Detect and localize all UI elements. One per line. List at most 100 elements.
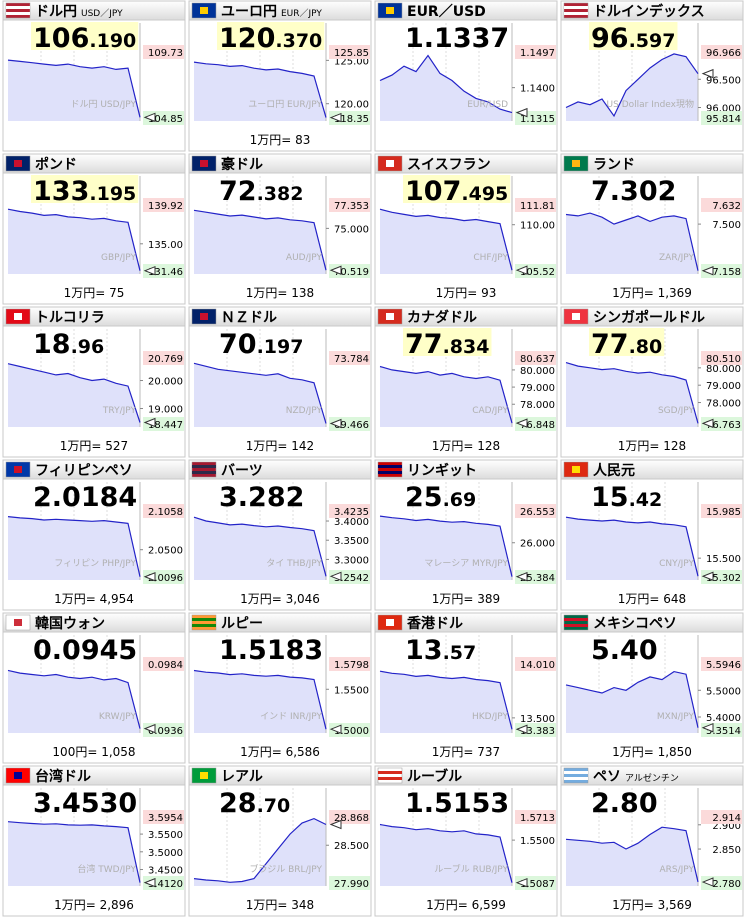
price-main: 3.4530 — [33, 788, 137, 819]
price-line — [7, 516, 141, 577]
low-label: 76.763 — [706, 420, 741, 431]
price-main: 70 — [219, 329, 257, 360]
high-label: 80.637 — [520, 354, 555, 365]
price-main: 5.40 — [591, 635, 658, 666]
high-label: 2.1058 — [148, 507, 183, 518]
currency-name: メキシコペソ — [593, 616, 677, 632]
currency-tile: ＮＺドル NZD/JPY 70.197 73.784 69.466 1万円= 142 — [188, 306, 372, 458]
high-bg — [701, 198, 742, 212]
price-area — [380, 366, 512, 427]
watermark: ARS/JPY — [659, 865, 694, 875]
currency-name: レアル — [221, 769, 263, 785]
currency-tile: ペソ アルゼンチン ARS/JPY 2.80 2.900 2.850 2.914 2.780 1… — [560, 765, 744, 917]
tile-header — [374, 612, 558, 633]
price-area — [380, 516, 512, 580]
tick-label: 13.500 — [520, 714, 555, 725]
tick-label: 2.850 — [712, 845, 741, 856]
footer: 1万円= 4,954 — [54, 592, 134, 606]
price-main: 0.0945 — [33, 635, 137, 666]
tile-header — [188, 306, 372, 327]
high-label: 1.5713 — [520, 813, 555, 824]
high-label: 5.5946 — [706, 660, 741, 671]
tick-label: 28.500 — [334, 841, 369, 852]
footer: 1万円= 1,369 — [612, 286, 692, 300]
price-fraction: .197 — [257, 336, 304, 358]
currency-tile: シンガポールドル SGD/JPY 77.80 80.000 79.000 78.000 80… — [560, 306, 744, 458]
high-bg — [515, 198, 556, 212]
tick-label: 135.00 — [148, 240, 183, 251]
currency-name: 香港ドル — [406, 615, 463, 632]
currency-tile: カナダドル CAD/JPY 77.834 80.000 79.000 78.000 80.6… — [374, 306, 558, 458]
flag-stripe — [564, 771, 588, 774]
flag — [563, 614, 589, 631]
current-marker — [515, 107, 528, 118]
tick-label: 3.4000 — [334, 517, 369, 528]
flag-emblem — [386, 313, 394, 320]
high-label: 0.0984 — [148, 660, 183, 671]
high-bg — [701, 657, 742, 671]
price-area — [194, 62, 326, 121]
high-label: 111.81 — [520, 201, 555, 212]
price-line — [379, 823, 513, 883]
price-main: 13 — [405, 635, 443, 666]
flag — [191, 461, 217, 478]
current-marker — [515, 418, 528, 428]
currency-name: EUR／USD — [407, 4, 486, 20]
price-fraction: .69 — [443, 489, 477, 511]
price-main: 18 — [33, 329, 71, 360]
tick-label: 2.900 — [712, 821, 741, 832]
tile-header — [560, 612, 744, 633]
tick-label: 3.5000 — [148, 848, 183, 859]
price-line — [193, 61, 327, 118]
high-bg — [143, 657, 184, 671]
currency-tile: トルコリラ TRY/JPY 18.96 20.000 19.000 20.769 18.44… — [2, 306, 186, 458]
tile-header — [2, 153, 186, 174]
tick-label: 20.000 — [148, 377, 183, 388]
tick-label: 2.0500 — [148, 546, 183, 557]
low-bg — [329, 876, 370, 890]
price-main: 107 — [405, 176, 461, 207]
price-main: 15 — [591, 482, 629, 513]
flag-emblem — [572, 466, 580, 473]
high-label: 14.010 — [520, 660, 555, 671]
watermark: ブラジル BRL/JPY — [249, 863, 322, 875]
flag-stripe — [378, 471, 402, 474]
current-marker — [329, 265, 342, 275]
price-area — [566, 362, 698, 427]
current-marker — [143, 877, 156, 888]
high-bg — [329, 45, 370, 59]
tick-label: 3.5500 — [148, 830, 183, 841]
footer: 1万円= 6,586 — [240, 745, 320, 759]
price-fraction: .382 — [257, 183, 304, 205]
flag-stripe — [6, 12, 30, 15]
price-main: 3.282 — [219, 482, 304, 513]
footer: 1万円= 648 — [618, 592, 686, 606]
footer: 1万円= 75 — [64, 286, 125, 300]
price-line — [193, 362, 327, 424]
low-label: 118.35 — [334, 114, 369, 125]
currency-name: フィリピンペソ — [35, 463, 133, 479]
current-marker — [143, 723, 156, 734]
high-bg — [329, 198, 370, 212]
flag-emblem — [14, 466, 22, 473]
currency-sub: アルゼンチン — [625, 772, 679, 784]
price-main: 2.80 — [591, 788, 658, 819]
currency-tile: EUR／USD EUR/USD 1.1337 1.1400 1.1497 1.1315 — [374, 0, 558, 152]
low-label: 1.1315 — [520, 114, 555, 125]
price-fraction: .57 — [443, 642, 477, 664]
high-bg — [701, 45, 742, 59]
price-main: 133 — [33, 176, 89, 207]
watermark: CAD/JPY — [472, 406, 508, 416]
price-line — [565, 516, 699, 577]
tick-label: 80.000 — [706, 364, 741, 375]
tile-header — [374, 0, 558, 21]
tick-label: 3.4500 — [148, 866, 183, 877]
price-area — [566, 517, 698, 580]
tile-header — [188, 153, 372, 174]
current-marker — [515, 724, 528, 735]
high-bg — [143, 351, 184, 365]
price-line — [565, 53, 699, 118]
footer: 1万円= 2,896 — [54, 898, 134, 912]
currency-name: ランド — [593, 157, 635, 173]
